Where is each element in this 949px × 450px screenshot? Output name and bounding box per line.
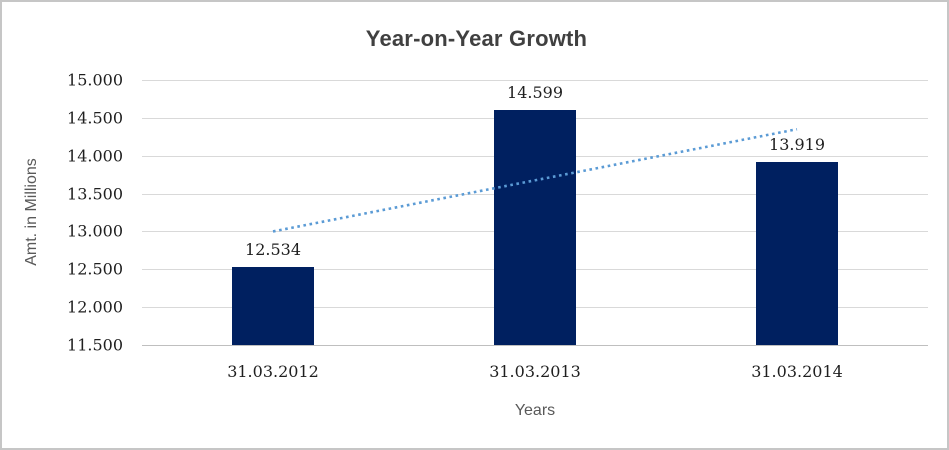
x-tick-label: 31.03.2012 — [227, 362, 319, 381]
chart-title: Year-on-Year Growth — [365, 26, 588, 51]
y-tick-label: 12.000 — [67, 297, 123, 317]
bar-value-label: 14.599 — [507, 83, 563, 103]
y-tick-label: 13.000 — [67, 221, 123, 241]
x-tick-label: 31.03.2014 — [751, 362, 843, 381]
bar-31.03.2013 — [494, 110, 576, 345]
x-tick-label: 31.03.2013 — [489, 362, 581, 381]
x-axis-line — [142, 345, 928, 346]
gridline — [142, 80, 928, 81]
y-tick-label: 12.500 — [67, 259, 123, 279]
y-tick-label: 11.500 — [67, 335, 123, 355]
x-axis-title: Years — [514, 402, 556, 419]
y-tick-label: 13.500 — [67, 184, 123, 204]
y-tick-label: 14.500 — [67, 108, 123, 128]
y-axis-title: Amt. in Millions — [23, 158, 40, 266]
y-tick-label: 15.000 — [67, 70, 123, 90]
y-tick-label: 14.000 — [67, 146, 123, 166]
bar-31.03.2012 — [232, 266, 314, 345]
bar-value-label: 13.919 — [769, 134, 825, 154]
bar-value-label: 12.534 — [245, 239, 301, 259]
bar-31.03.2014 — [756, 161, 838, 345]
plot-area — [142, 80, 928, 346]
